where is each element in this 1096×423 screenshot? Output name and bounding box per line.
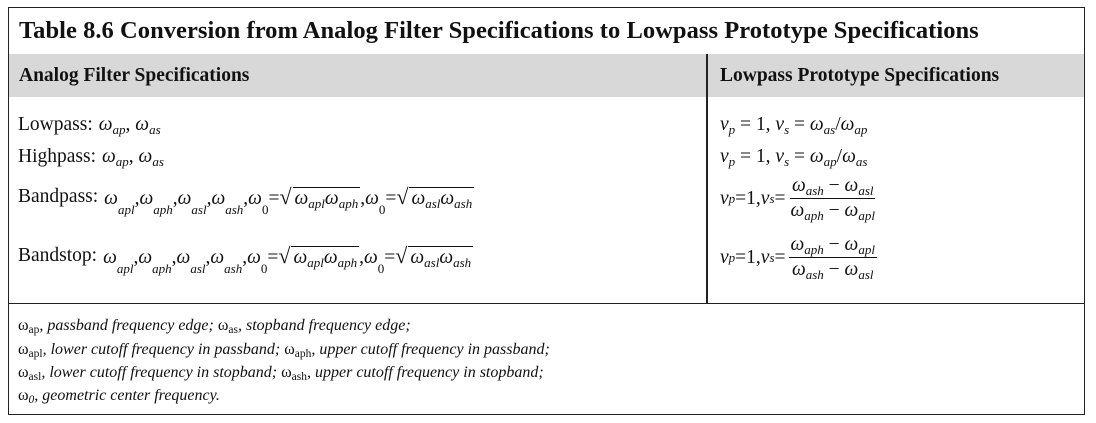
math-analog: ωap, ωas [98, 114, 161, 137]
row-label: Highpass: [18, 146, 96, 167]
footnote-divider [9, 303, 1084, 304]
column-divider [706, 54, 708, 304]
row-highpass-prototype: vp = 1, vs = ωap/ωas [720, 146, 867, 168]
table-frame: Table 8.6 Conversion from Analog Filter … [8, 7, 1085, 415]
math-prototype: vp = 1, vs = ωap/ωas [720, 146, 868, 169]
footnote-1: ωap, passband frequency edge; ωas, stopb… [18, 317, 411, 336]
header-prototype: Lowpass Prototype Specifications [720, 65, 1000, 86]
footnote-4: ω0, geometric center frequency. [18, 387, 220, 406]
row-highpass-analog: Highpass: ωap, ωas [18, 146, 164, 168]
header-analog: Analog Filter Specifications [19, 65, 250, 86]
table-title: Table 8.6 Conversion from Analog Filter … [19, 17, 979, 44]
row-label: Bandpass: [18, 186, 99, 207]
row-lowpass-analog: Lowpass: ωap, ωas [18, 114, 161, 136]
table-header-row: Analog Filter Specifications Lowpass Pro… [9, 54, 1084, 97]
math-prototype: vp = 1, vs = ωas/ωap [720, 114, 868, 137]
row-lowpass-prototype: vp = 1, vs = ωas/ωap [720, 114, 867, 136]
footnote-3: ωasl, lower cutoff frequency in stopband… [18, 364, 544, 383]
footnote-2: ωapl, lower cutoff frequency in passband… [18, 341, 550, 360]
row-label: Lowpass: [18, 114, 93, 135]
math-analog: ωap, ωas [102, 146, 164, 169]
row-label: Bandstop: [18, 245, 98, 266]
